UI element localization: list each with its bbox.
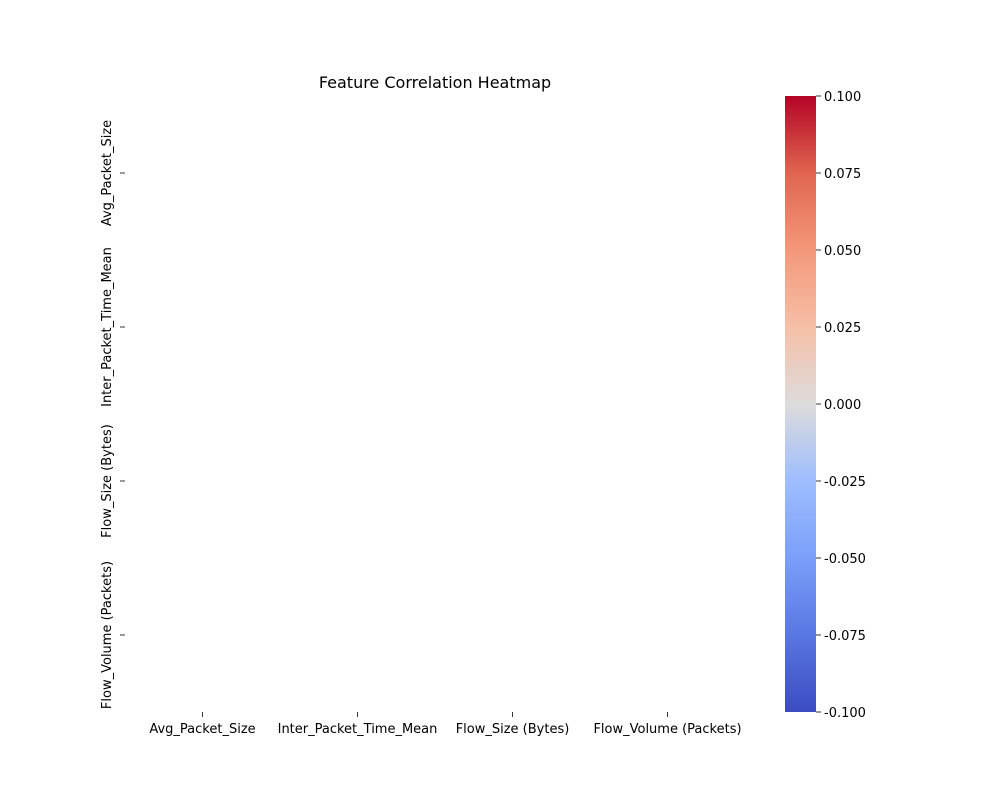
heatmap-cell bbox=[590, 250, 745, 404]
heatmap-cell bbox=[435, 404, 590, 558]
y-tick-label: Avg_Packet_Size bbox=[100, 120, 115, 226]
heatmap-cell bbox=[435, 250, 590, 404]
heatmap-cells bbox=[125, 96, 745, 712]
heatmap-cell bbox=[590, 404, 745, 558]
heatmap-cell bbox=[125, 558, 280, 712]
heatmap-cell bbox=[280, 96, 435, 250]
y-tick-label: Flow_Volume (Packets) bbox=[100, 561, 115, 709]
heatmap-cell bbox=[125, 96, 280, 250]
heatmap-cell bbox=[125, 404, 280, 558]
colorbar-tick-label: 0.075 bbox=[824, 167, 861, 182]
heatmap-cell bbox=[280, 250, 435, 404]
y-tick-label: Inter_Packet_Time_Mean bbox=[100, 247, 115, 407]
colorbar-tick-label: -0.075 bbox=[824, 629, 866, 644]
colorbar-tick-label: -0.050 bbox=[824, 552, 866, 567]
colorbar-tick-label: -0.100 bbox=[824, 706, 866, 721]
colorbar-ticks: -0.100 -0.075 -0.050 -0.025 0.000 0.025 0.050 0… bbox=[816, 90, 866, 721]
colorbar-tick-label: 0.100 bbox=[824, 90, 861, 105]
heatmap-cell bbox=[435, 558, 590, 712]
heatmap-cell bbox=[125, 250, 280, 404]
heatmap-cell bbox=[590, 558, 745, 712]
x-axis: Avg_Packet_Size Inter_Packet_Time_Mean Flo… bbox=[149, 712, 742, 737]
x-tick-label: Flow_Volume (Packets) bbox=[593, 722, 741, 737]
heatmap-cell bbox=[280, 558, 435, 712]
y-axis: Avg_Packet_Size Inter_Packet_Time_Mean Flo… bbox=[100, 120, 125, 709]
heatmap-cell bbox=[280, 404, 435, 558]
heatmap-cell bbox=[590, 96, 745, 250]
x-tick-label: Avg_Packet_Size bbox=[149, 722, 255, 737]
y-tick-label: Flow_Size (Bytes) bbox=[100, 424, 115, 538]
chart-title: Feature Correlation Heatmap bbox=[319, 73, 551, 92]
colorbar-tick-label: -0.025 bbox=[824, 475, 866, 490]
colorbar-gradient bbox=[785, 96, 816, 712]
colorbar-tick-label: 0.000 bbox=[824, 398, 861, 413]
colorbar-tick-label: 0.050 bbox=[824, 244, 861, 259]
x-tick-label: Inter_Packet_Time_Mean bbox=[278, 722, 438, 737]
colorbar-tick-label: 0.025 bbox=[824, 321, 861, 336]
heatmap-cell bbox=[435, 96, 590, 250]
x-tick-label: Flow_Size (Bytes) bbox=[456, 722, 570, 737]
colorbar: -0.100 -0.075 -0.050 -0.025 0.000 0.025 0.050 0… bbox=[785, 90, 866, 721]
